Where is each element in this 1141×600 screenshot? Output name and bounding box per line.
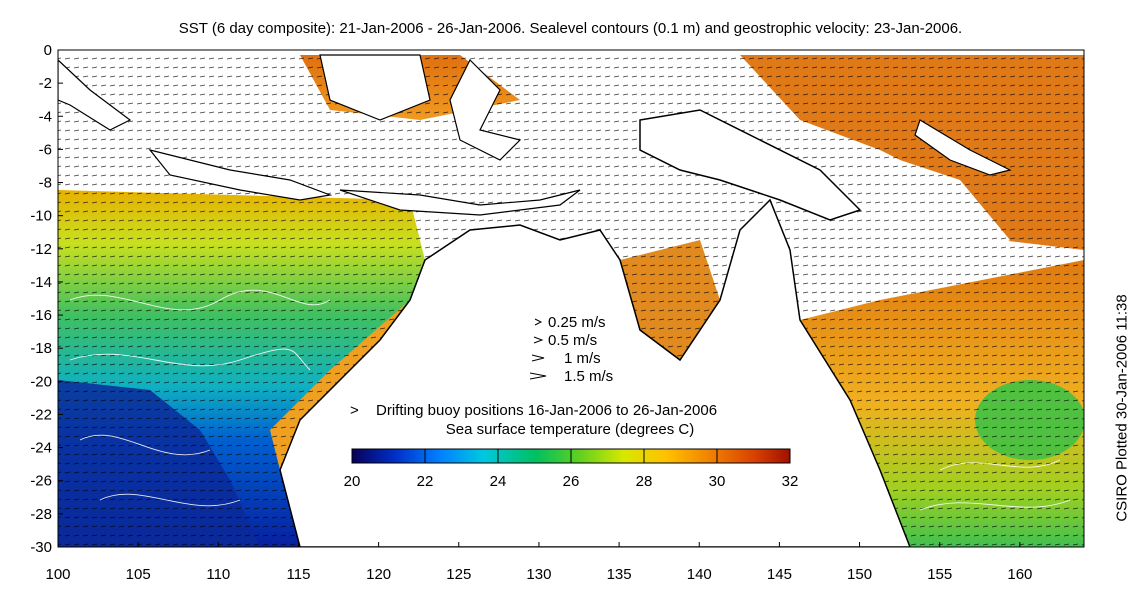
y-tick-label: -24 (30, 440, 52, 457)
velocity-arrow-icon (531, 354, 545, 362)
velocity-legend-item: 1 m/s (531, 350, 601, 367)
x-tick-label: 160 (1007, 566, 1032, 583)
velocity-legend-item: 0.5 m/s (533, 332, 597, 349)
borneo-land (319, 54, 431, 121)
x-tick-label: 110 (206, 566, 230, 583)
plot-frame (57, 49, 1085, 548)
y-tick-label: -22 (30, 406, 52, 423)
velocity-arrow-icon (534, 318, 543, 326)
y-tick-label: -10 (30, 208, 52, 225)
velocity-label: 0.25 m/s (548, 314, 606, 331)
colorbar-tick-label: 24 (490, 473, 507, 490)
y-tick-label: -2 (39, 75, 52, 92)
y-tick-label: -4 (39, 108, 52, 125)
buoy-legend: > Drifting buoy positions 16-Jan-2006 to… (350, 402, 717, 419)
y-tick-label: -30 (30, 539, 52, 556)
velocity-label: 1.5 m/s (564, 368, 613, 385)
colorbar: Sea surface temperature (degrees C) 20 22… (344, 421, 799, 490)
plot-stamp: CSIRO Plotted 30-Jan-2006 11:38 (1113, 294, 1131, 522)
chart-title: SST (6 day composite): 21-Jan-2006 - 26-… (178, 20, 963, 37)
new-guinea-land (639, 109, 862, 221)
velocity-legend-item: 1.5 m/s (529, 368, 613, 385)
y-axis: 0 -2 -4 -6 -8 -10 -12 -14 -16 -18 -20 -22 -24 -26 -28 -… (30, 42, 63, 556)
solomon-islands (914, 119, 1012, 176)
velocity-legend-item: 0.25 m/s (534, 314, 606, 331)
colorbar-tick-label: 22 (417, 473, 434, 490)
x-tick-label: 115 (287, 566, 311, 583)
x-tick-label: 140 (687, 566, 712, 583)
velocity-label: 1 m/s (564, 350, 601, 367)
y-tick-label: -20 (30, 373, 52, 390)
velocity-label: 0.5 m/s (548, 332, 597, 349)
x-tick-label: 135 (607, 566, 632, 583)
map-field (58, 50, 1084, 547)
colorbar-tick-label: 30 (709, 473, 726, 490)
colorbar-tick-label: 20 (344, 473, 361, 490)
buoy-label: Drifting buoy positions 16-Jan-2006 to 2… (376, 402, 717, 419)
y-tick-label: -16 (30, 307, 52, 324)
y-tick-label: -26 (30, 473, 52, 490)
x-tick-label: 105 (126, 566, 151, 583)
x-tick-label: 155 (927, 566, 952, 583)
y-tick-label: -18 (30, 340, 52, 357)
colorbar-title: Sea surface temperature (degrees C) (446, 421, 694, 438)
x-tick-label: 100 (45, 566, 70, 583)
x-axis: 100 105 110 115 120 125 130 135 140 145 150 155 160 (45, 542, 1032, 583)
y-tick-label: -8 (39, 175, 52, 192)
x-tick-label: 125 (446, 566, 471, 583)
java-land (148, 148, 333, 201)
y-tick-label: 0 (44, 42, 52, 59)
y-tick-label: -12 (30, 241, 52, 258)
x-tick-label: 120 (366, 566, 391, 583)
y-tick-label: -6 (39, 141, 52, 158)
lesser-sunda-islands (339, 189, 581, 216)
sealevel-contours (69, 289, 1071, 511)
y-tick-label: -28 (30, 506, 52, 523)
velocity-arrow-icon (533, 336, 544, 344)
velocity-legend: 0.25 m/s0.5 m/s1 m/s1.5 m/s (529, 314, 613, 385)
colorbar-tick-label: 26 (563, 473, 580, 490)
x-tick-label: 150 (847, 566, 872, 583)
buoy-marker: > (350, 402, 359, 419)
velocity-arrow-icon (529, 372, 547, 380)
colorbar-tick-label: 32 (782, 473, 799, 490)
x-tick-label: 145 (767, 566, 792, 583)
x-tick-label: 130 (526, 566, 551, 583)
colorbar-tick-label: 28 (636, 473, 653, 490)
sulawesi-land (449, 58, 522, 161)
sumatra-land (58, 59, 132, 131)
y-tick-label: -14 (30, 274, 52, 291)
